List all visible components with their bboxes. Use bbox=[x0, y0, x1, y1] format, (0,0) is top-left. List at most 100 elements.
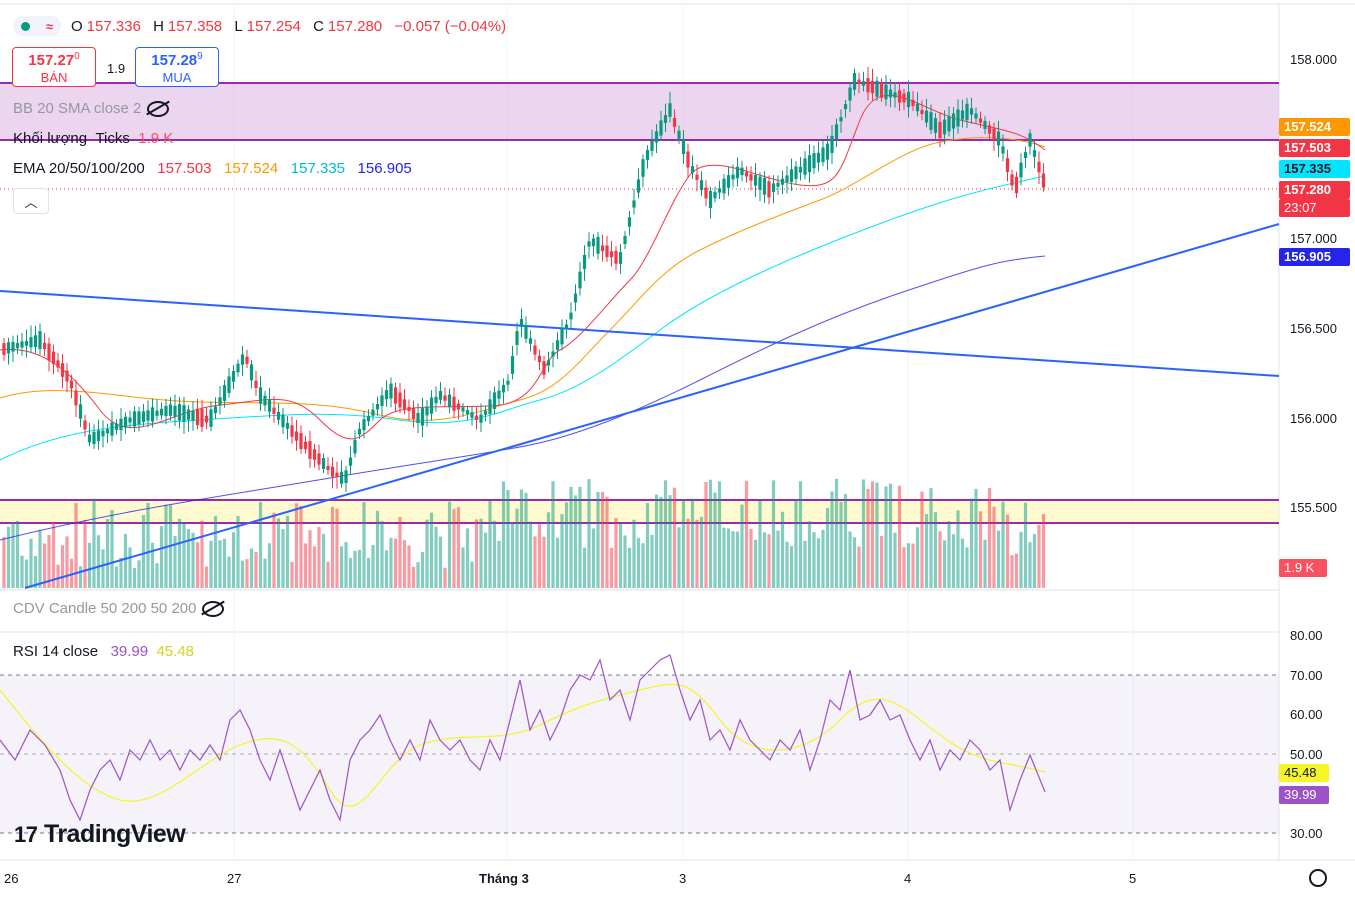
volume-bar bbox=[627, 547, 632, 588]
volume-bar bbox=[582, 547, 587, 588]
candle bbox=[821, 147, 825, 162]
volume-bar bbox=[128, 547, 132, 588]
volume-bar bbox=[528, 521, 533, 588]
candle bbox=[515, 331, 519, 345]
volume-bar bbox=[83, 519, 87, 588]
volume-bar bbox=[209, 540, 213, 588]
cdv-legend[interactable]: CDV Candle 50 200 50 200 bbox=[13, 600, 225, 618]
candle bbox=[564, 324, 569, 330]
chart-mode-toggle[interactable]: ≈ bbox=[13, 16, 61, 36]
candle bbox=[992, 128, 996, 140]
volume-bar bbox=[38, 529, 42, 588]
candle bbox=[632, 200, 636, 208]
volume-bar bbox=[393, 538, 398, 588]
volume-bar bbox=[1028, 542, 1032, 588]
volume-bar bbox=[321, 533, 326, 588]
candle bbox=[303, 441, 308, 450]
hidden-eye-icon[interactable] bbox=[147, 101, 170, 118]
volume-bar bbox=[326, 561, 330, 588]
volume-bar bbox=[119, 557, 123, 588]
volume-bar bbox=[843, 494, 848, 588]
candle bbox=[708, 190, 713, 209]
volume-bar bbox=[947, 521, 951, 588]
volume-bar bbox=[717, 481, 722, 588]
volume-bar bbox=[789, 546, 794, 588]
ohlc-high: H 157.358 bbox=[153, 18, 223, 35]
volume-bar bbox=[969, 498, 974, 588]
candle bbox=[996, 131, 1001, 146]
ema-100-line bbox=[0, 175, 1046, 461]
candle bbox=[231, 370, 236, 382]
volume-bar bbox=[857, 546, 861, 588]
candle bbox=[641, 159, 645, 177]
rsi-ma-tag: 45.48 bbox=[1279, 764, 1329, 782]
candle bbox=[614, 250, 618, 264]
bb-legend[interactable]: BB 20 SMA close 2 bbox=[13, 100, 170, 118]
candle bbox=[164, 405, 168, 417]
candle bbox=[573, 293, 578, 303]
time-axis-label: 4 bbox=[904, 871, 912, 886]
candle bbox=[344, 470, 348, 483]
volume-bar bbox=[11, 521, 15, 588]
volume-bar bbox=[200, 520, 204, 588]
volume-legend[interactable]: Khối lượng Ticks 1.9 K bbox=[13, 130, 174, 147]
volume-bar bbox=[434, 526, 438, 588]
volume-bar bbox=[569, 486, 573, 588]
candle bbox=[753, 174, 758, 186]
candle bbox=[236, 363, 240, 373]
price-axis-label: 158.000 bbox=[1290, 52, 1337, 67]
candle bbox=[425, 407, 429, 416]
rsi-legend[interactable]: RSI 14 close 39.99 45.48 bbox=[13, 643, 194, 660]
candle bbox=[411, 408, 416, 419]
volume-bar bbox=[24, 559, 29, 588]
hidden-eye-icon-cdv[interactable] bbox=[202, 601, 225, 618]
candle bbox=[834, 124, 839, 140]
candle bbox=[794, 166, 798, 179]
candle bbox=[713, 191, 717, 199]
candle bbox=[389, 383, 393, 399]
volume-bar bbox=[587, 479, 591, 588]
settings-gear-icon[interactable] bbox=[1309, 869, 1327, 887]
buy-button[interactable]: 157.289 MUA bbox=[135, 47, 219, 87]
volume-bar bbox=[425, 519, 429, 588]
candle bbox=[83, 420, 87, 430]
candle bbox=[870, 80, 875, 94]
candle bbox=[249, 364, 254, 381]
last-price-tag: 157.280 bbox=[1279, 181, 1350, 199]
volume-bar bbox=[767, 534, 771, 588]
volume-bar bbox=[272, 512, 276, 588]
volume-bar bbox=[465, 528, 470, 588]
candle bbox=[29, 337, 33, 348]
volume-bar bbox=[105, 519, 110, 588]
candle bbox=[326, 465, 330, 471]
volume-bar bbox=[155, 563, 159, 588]
volume-bar bbox=[186, 529, 191, 588]
volume-bar bbox=[753, 539, 758, 588]
volume-bar bbox=[960, 538, 965, 588]
support-zone bbox=[0, 500, 1279, 523]
candle bbox=[114, 423, 119, 430]
volume-bar bbox=[614, 517, 618, 588]
volume-bar bbox=[942, 540, 947, 588]
candle bbox=[654, 131, 659, 143]
collapse-legend-button[interactable]: ︿ bbox=[13, 188, 49, 214]
volume-bar bbox=[308, 530, 312, 588]
volume-bar bbox=[803, 540, 807, 588]
volume-bar bbox=[551, 481, 555, 588]
volume-bar bbox=[177, 518, 182, 588]
volume-bar bbox=[708, 479, 713, 588]
volume-bar bbox=[699, 516, 704, 588]
ema-legend[interactable]: EMA 20/50/100/200 157.503 157.524 157.33… bbox=[13, 160, 412, 177]
candle bbox=[195, 408, 200, 426]
volume-bar bbox=[1010, 555, 1014, 588]
candle bbox=[96, 430, 101, 441]
sell-button[interactable]: 157.270 BÁN bbox=[12, 47, 96, 87]
price-axis-label: 157.000 bbox=[1290, 231, 1337, 246]
volume-bar bbox=[254, 551, 258, 588]
volume-bar bbox=[866, 488, 870, 588]
candle bbox=[272, 407, 276, 414]
candle bbox=[407, 406, 411, 412]
candle bbox=[69, 380, 74, 389]
candle bbox=[582, 254, 587, 270]
